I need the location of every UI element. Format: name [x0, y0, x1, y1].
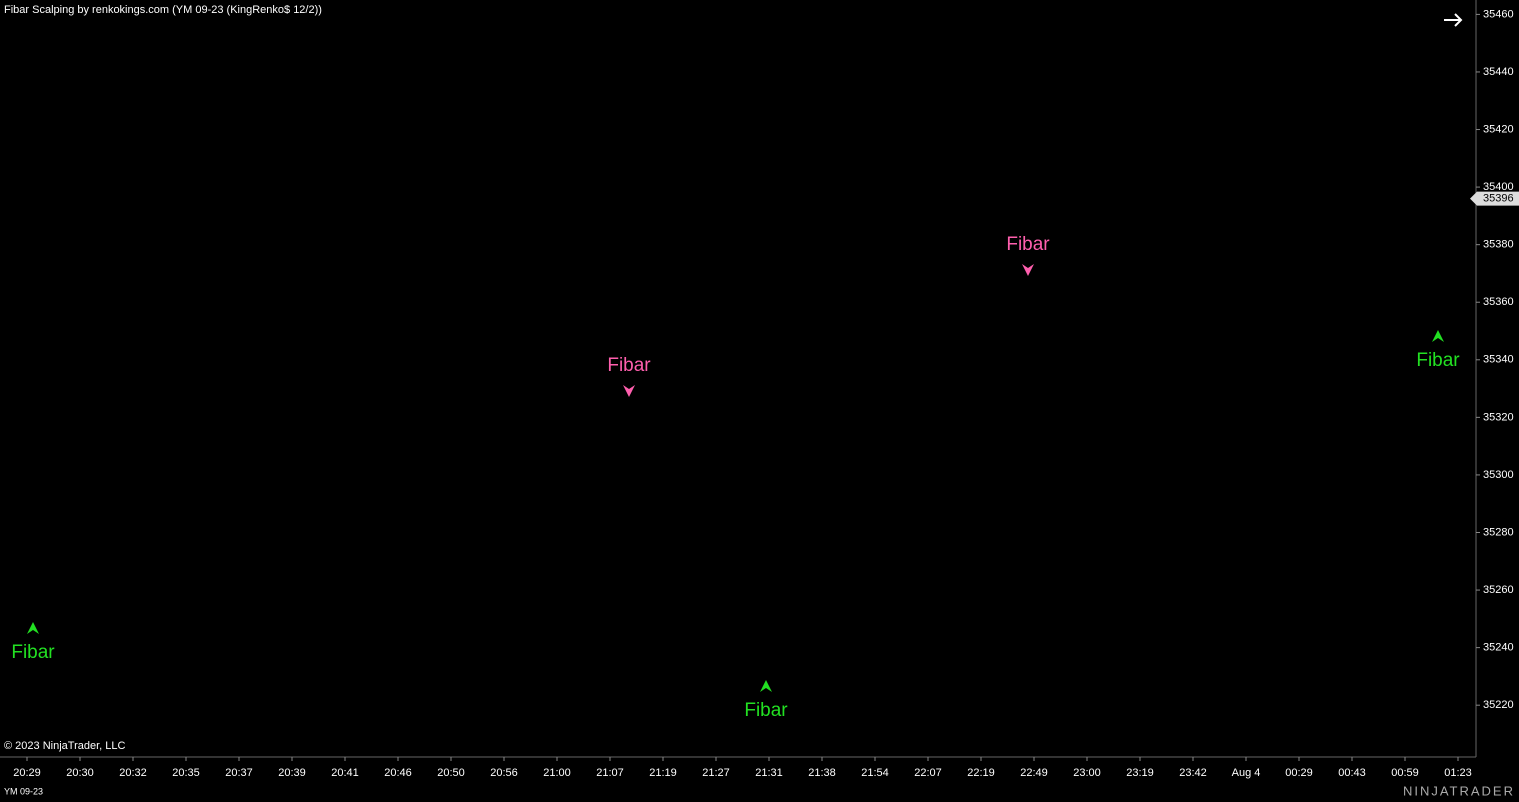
x-tick-label: 23:19 — [1126, 767, 1154, 779]
x-tick-label: 20:50 — [437, 767, 465, 779]
last-price-label: 35396 — [1483, 193, 1514, 205]
x-tick-label: 22:07 — [914, 767, 942, 779]
signal-arrow — [1432, 330, 1444, 342]
y-tick-label: 35220 — [1483, 699, 1514, 711]
x-tick-label: 22:19 — [967, 767, 995, 779]
x-tick-label: 20:41 — [331, 767, 359, 779]
x-tick-label: 20:29 — [13, 767, 41, 779]
x-tick-label: 21:54 — [861, 767, 889, 779]
signal-arrow — [1022, 264, 1034, 276]
y-tick-label: 35260 — [1483, 584, 1514, 596]
y-tick-label: 35380 — [1483, 239, 1514, 251]
y-tick-label: 35240 — [1483, 642, 1514, 654]
instrument-label: YM 09-23 — [4, 786, 43, 796]
signal-label: Fibar — [744, 700, 788, 721]
last-price-marker — [1470, 191, 1519, 206]
signal-label: Fibar — [607, 355, 651, 376]
x-tick-label: 23:00 — [1073, 767, 1101, 779]
copyright: © 2023 NinjaTrader, LLC — [4, 740, 125, 752]
y-tick-label: 35400 — [1483, 181, 1514, 193]
x-tick-label: 23:42 — [1179, 767, 1207, 779]
y-tick-label: 35460 — [1483, 8, 1514, 20]
brand-logo: NINJATRADER — [1403, 783, 1515, 798]
x-tick-label: 20:37 — [225, 767, 253, 779]
y-tick-label: 35340 — [1483, 354, 1514, 366]
signal-label: Fibar — [1006, 234, 1050, 255]
x-tick-label: 21:38 — [808, 767, 836, 779]
y-tick-label: 35360 — [1483, 296, 1514, 308]
x-tick-label: 00:59 — [1391, 767, 1419, 779]
y-tick-label: 35320 — [1483, 411, 1514, 423]
signal-label: Fibar — [11, 642, 55, 663]
signal-arrow — [760, 680, 772, 692]
x-tick-label: 21:00 — [543, 767, 571, 779]
x-tick-label: 21:07 — [596, 767, 624, 779]
x-tick-label: 20:35 — [172, 767, 200, 779]
y-tick-label: 35420 — [1483, 123, 1514, 135]
y-tick-label: 35440 — [1483, 66, 1514, 78]
x-tick-label: 22:49 — [1020, 767, 1048, 779]
signal-label: Fibar — [1416, 350, 1460, 371]
signal-arrow — [27, 622, 39, 634]
chart-title: Fibar Scalping by renkokings.com (YM 09-… — [4, 4, 322, 16]
x-tick-label: 21:19 — [649, 767, 677, 779]
x-tick-label: 20:39 — [278, 767, 306, 779]
x-tick-label: 21:27 — [702, 767, 730, 779]
y-tick-label: 35280 — [1483, 526, 1514, 538]
x-tick-label: 00:43 — [1338, 767, 1366, 779]
x-tick-label: 20:56 — [490, 767, 518, 779]
y-tick-label: 35300 — [1483, 469, 1514, 481]
x-tick-label: 20:32 — [119, 767, 147, 779]
scroll-arrow-icon[interactable] — [1444, 13, 1463, 27]
x-tick-label: 20:30 — [66, 767, 94, 779]
x-tick-label: 01:23 — [1444, 767, 1472, 779]
x-tick-label: Aug 4 — [1232, 767, 1261, 779]
signal-arrow — [623, 385, 635, 397]
x-tick-label: 00:29 — [1285, 767, 1313, 779]
x-tick-label: 21:31 — [755, 767, 783, 779]
x-tick-label: 20:46 — [384, 767, 412, 779]
